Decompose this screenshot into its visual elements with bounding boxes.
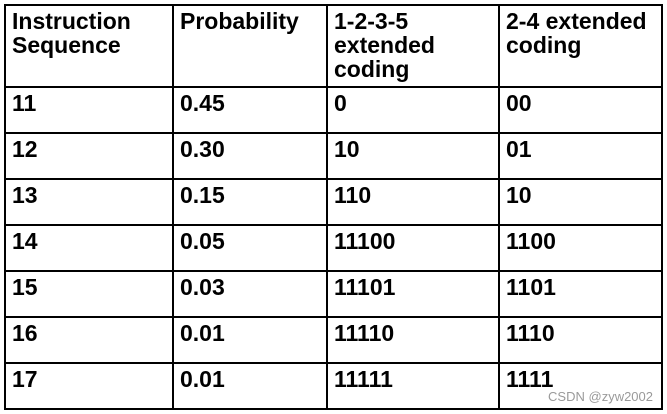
table-cell: 0.05: [172, 224, 328, 272]
table-cell: 01: [498, 132, 663, 180]
table-cell: 11110: [326, 316, 500, 364]
table-cell: 16: [4, 316, 174, 364]
table-cell: 0.30: [172, 132, 328, 180]
header-cell: 1-2-3-5 extended coding: [326, 4, 500, 88]
table-cell: 15: [4, 270, 174, 318]
table-cell: 0.45: [172, 86, 328, 134]
table-cell: 0: [326, 86, 500, 134]
table-cell: 1100: [498, 224, 663, 272]
table-cell: 0.01: [172, 316, 328, 364]
table-row: 16 0.01 11110 1110: [4, 316, 663, 364]
header-cell: Instruction Sequence: [4, 4, 174, 88]
table-row: 13 0.15 110 10: [4, 178, 663, 226]
table-cell: 1110: [498, 316, 663, 364]
table-cell: 17: [4, 362, 174, 410]
table-cell: 0.01: [172, 362, 328, 410]
table-cell: 10: [326, 132, 500, 180]
table-row: 15 0.03 11101 1101: [4, 270, 663, 318]
table-cell: 0.15: [172, 178, 328, 226]
table-body: 11 0.45 0 00 12 0.30 10 01 13 0.15 110 10 14 0.05 1110…: [4, 86, 663, 410]
table-cell: 00: [498, 86, 663, 134]
table-row: 14 0.05 11100 1100: [4, 224, 663, 272]
table-cell: 10: [498, 178, 663, 226]
table-cell: 13: [4, 178, 174, 226]
header-cell: 2-4 extended coding: [498, 4, 663, 88]
table-cell: 11100: [326, 224, 500, 272]
table-cell: 110: [326, 178, 500, 226]
header-row: Instruction Sequence Probability 1-2-3-5 e…: [4, 4, 663, 88]
table-cell: 0.03: [172, 270, 328, 318]
table-cell: 14: [4, 224, 174, 272]
table-cell: 11: [4, 86, 174, 134]
table-cell: 11111: [326, 362, 500, 410]
header-cell: Probability: [172, 4, 328, 88]
table-cell: 11101: [326, 270, 500, 318]
table-cell: 1101: [498, 270, 663, 318]
table-row: 11 0.45 0 00: [4, 86, 663, 134]
watermark: CSDN @zyw2002: [548, 389, 653, 404]
table-row: 17 0.01 11111 1111: [4, 362, 663, 410]
table-cell: 1111: [498, 362, 663, 410]
table-cell: 12: [4, 132, 174, 180]
table-row: 12 0.30 10 01: [4, 132, 663, 180]
coding-table: Instruction Sequence Probability 1-2-3-5 e…: [4, 4, 663, 410]
